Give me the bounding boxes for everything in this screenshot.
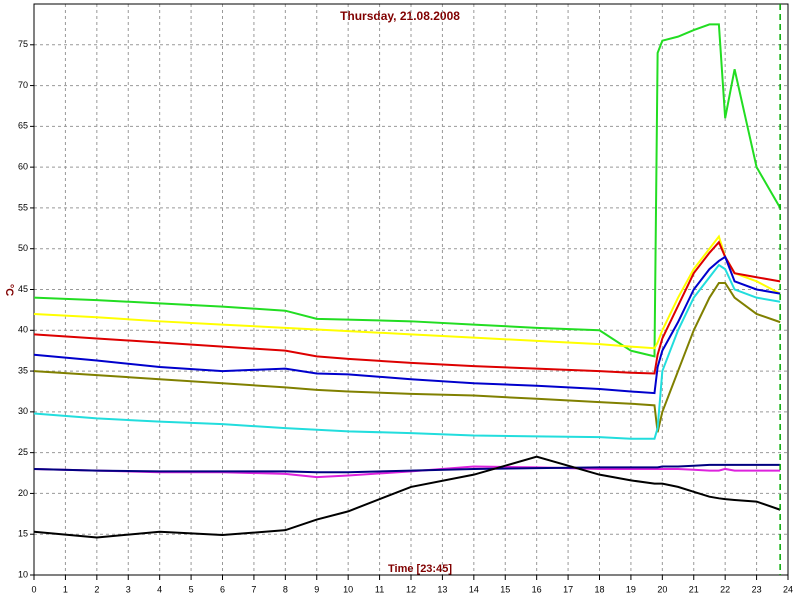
x-tick-label: 20: [657, 584, 667, 594]
x-tick-label: 10: [343, 584, 353, 594]
y-tick-label: 50: [18, 243, 28, 253]
y-axis-label: °C: [3, 284, 15, 296]
x-tick-label: 0: [31, 584, 36, 594]
x-tick-label: 1: [63, 584, 68, 594]
chart-title: Thursday, 21.08.2008: [340, 9, 460, 23]
y-tick-label: 60: [18, 162, 28, 172]
x-tick-label: 17: [563, 584, 573, 594]
y-tick-label: 70: [18, 80, 28, 90]
y-tick-label: 25: [18, 447, 28, 457]
series-line: [33, 455, 781, 539]
x-tick-label: 4: [157, 584, 162, 594]
y-tick-label: 65: [18, 121, 28, 131]
x-tick-label: 22: [720, 584, 730, 594]
y-tick-label: 20: [18, 488, 28, 498]
y-tick-label: 40: [18, 325, 28, 335]
x-tick-label: 21: [689, 584, 699, 594]
x-tick-label: 5: [189, 584, 194, 594]
series-line: [33, 281, 781, 433]
series-line: [33, 263, 781, 440]
plot-frame: [33, 3, 789, 576]
x-tick-label: 14: [469, 584, 479, 594]
x-tick-label: 2: [94, 584, 99, 594]
x-tick-label: 11: [375, 584, 384, 594]
series-line: [33, 255, 781, 395]
series-line: [33, 465, 781, 479]
y-tick-label: 30: [18, 406, 28, 416]
x-tick-label: 7: [251, 584, 256, 594]
series-line: [33, 234, 781, 350]
x-tick-label: 24: [783, 584, 793, 594]
x-tick-label: 3: [126, 584, 131, 594]
series-line: [33, 23, 782, 358]
x-tick-label: 9: [314, 584, 319, 594]
y-tick-label: 55: [18, 202, 28, 212]
x-tick-label: 19: [626, 584, 636, 594]
y-tick-label: 45: [18, 284, 28, 294]
x-tick-label: 12: [406, 584, 416, 594]
x-tick-label: 6: [220, 584, 225, 594]
x-tick-label: 16: [532, 584, 542, 594]
x-tick-label: 23: [752, 584, 762, 594]
y-tick-label: 75: [18, 39, 28, 49]
y-tick-label: 35: [18, 365, 28, 375]
series-line: [33, 240, 781, 375]
x-tick-label: 15: [500, 584, 510, 594]
x-tick-label: 13: [437, 584, 447, 594]
y-tick-label: 10: [18, 569, 28, 579]
x-axis-label: Time [23:45]: [388, 563, 452, 575]
series-line: [33, 463, 781, 474]
x-tick-label: 18: [594, 584, 604, 594]
x-tick-label: 8: [283, 584, 288, 594]
y-tick-label: 15: [18, 529, 28, 539]
